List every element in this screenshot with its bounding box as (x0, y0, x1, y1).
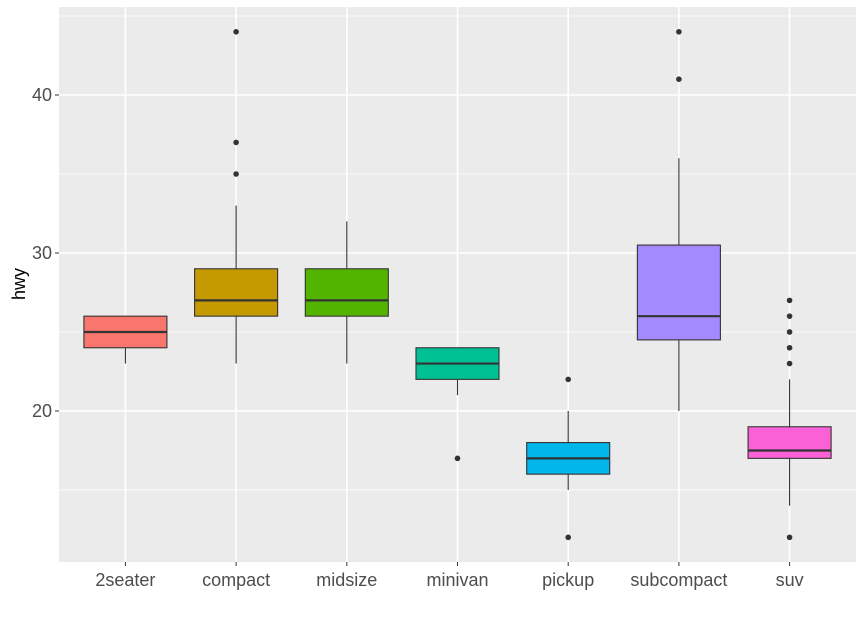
outlier-point (786, 344, 793, 351)
box-iqr (304, 268, 389, 317)
outlier-point (786, 313, 793, 319)
y-tick-label: 20 (32, 401, 52, 421)
box-series (83, 29, 832, 541)
outlier-point (786, 360, 793, 367)
x-tick-label: pickup (542, 570, 594, 590)
outlier-point (786, 329, 793, 335)
box-suv (747, 297, 832, 541)
box-compact (194, 29, 279, 364)
outlier-point (786, 534, 793, 541)
y-tick-label: 30 (32, 243, 52, 263)
box-subcompact (636, 29, 721, 411)
outlier-point (676, 29, 682, 35)
outlier-point (565, 376, 571, 383)
outlier-point (233, 139, 239, 146)
x-tick-label: suv (776, 570, 804, 590)
box-minivan (415, 347, 500, 462)
outlier-point (786, 297, 793, 304)
y-axis: 20 30 40 (32, 85, 59, 421)
x-tick-label: compact (202, 570, 270, 590)
y-axis-title: hwy (9, 268, 29, 300)
box-iqr (636, 244, 721, 341)
box-pickup (526, 376, 611, 541)
x-axis: 2seater compact midsize minivan pickup subcom… (95, 562, 804, 590)
x-tick-label: 2seater (95, 570, 155, 590)
box-2seater (83, 315, 168, 364)
x-tick-label: minivan (426, 570, 488, 590)
outlier-point (676, 76, 682, 82)
box-iqr (747, 426, 832, 459)
outlier-point (454, 455, 461, 462)
x-tick-label: subcompact (630, 570, 727, 590)
box-iqr (194, 268, 279, 317)
outlier-point (565, 534, 571, 541)
x-tick-label: midsize (316, 570, 377, 590)
box-midsize (304, 221, 389, 364)
outlier-point (233, 29, 239, 35)
y-tick-label: 40 (32, 85, 52, 105)
outlier-point (233, 171, 239, 177)
